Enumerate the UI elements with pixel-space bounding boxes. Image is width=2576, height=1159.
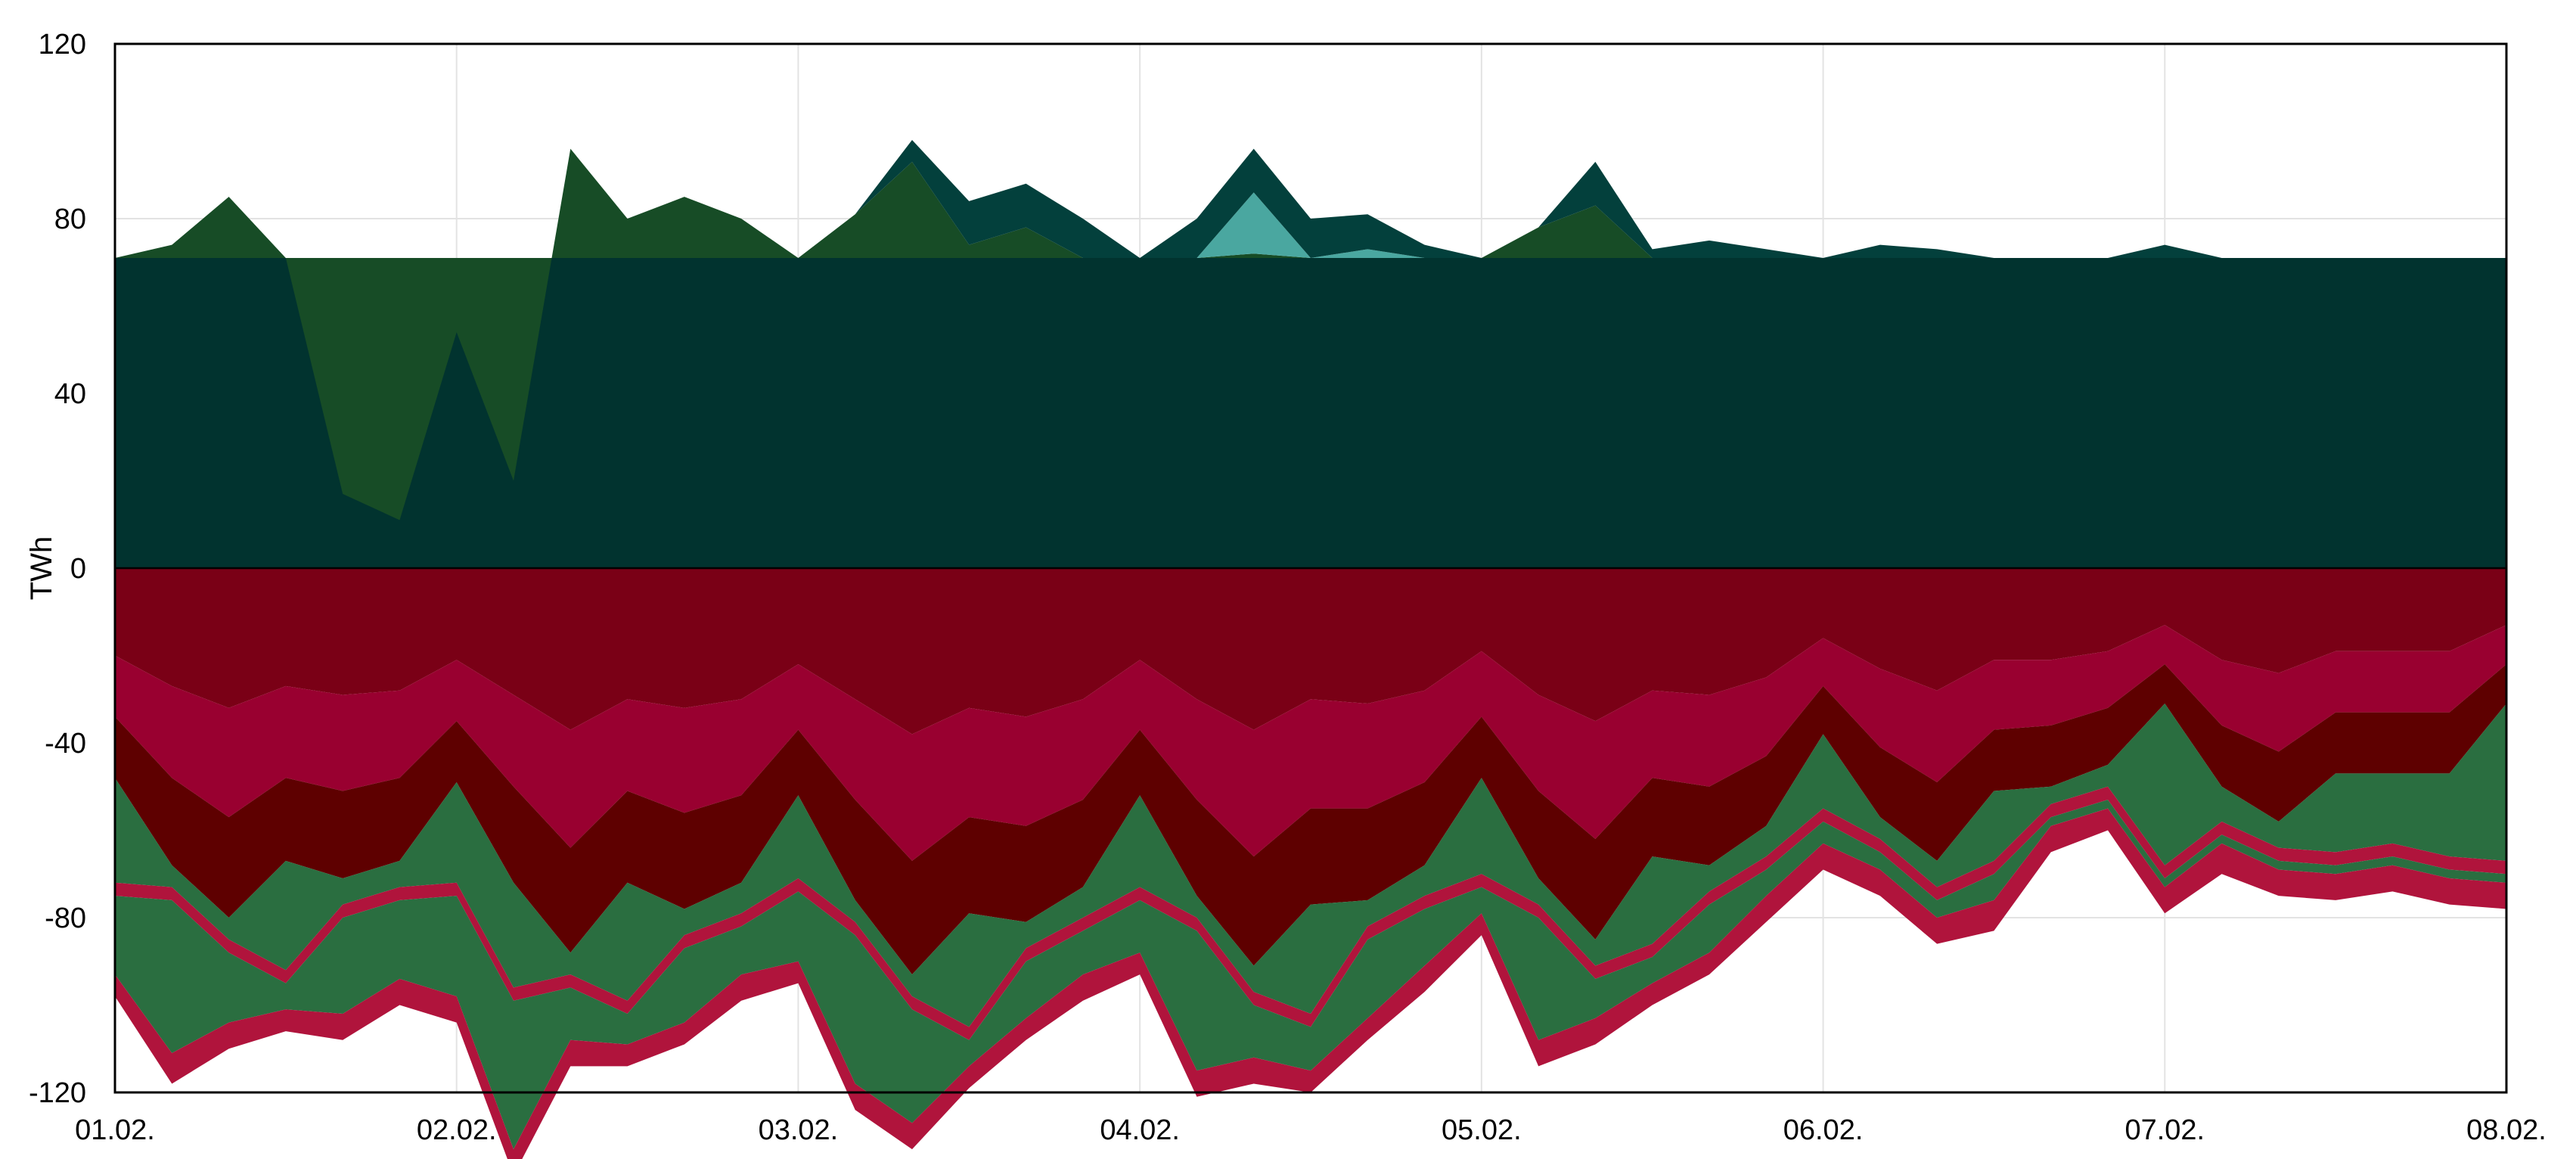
x-tick-label-7: 08.02. <box>2466 1114 2547 1146</box>
y-tick-label-4: 40 <box>54 378 86 410</box>
x-tick-labels: 01.02. 02.02. 03.02. 04.02. 05.02. 06.02. 07.0… <box>75 1114 2547 1146</box>
x-tick-label-5: 06.02. <box>1783 1114 1864 1146</box>
y-tick-label-3: 0 <box>70 553 86 585</box>
negative-series-area-2 <box>115 625 2506 861</box>
negative-series-area-6 <box>115 800 2506 1150</box>
x-tick-label-1: 02.02. <box>417 1114 497 1146</box>
negative-series-area-3 <box>115 664 2506 975</box>
positive-series-area-1 <box>115 257 2506 568</box>
negative-series-area-1 <box>115 568 2506 735</box>
x-tick-label-2: 03.02. <box>759 1114 839 1146</box>
x-tick-label-0: 01.02. <box>75 1114 155 1146</box>
x-tick-label-4: 05.02. <box>1442 1114 1522 1146</box>
y-tick-label-5: 80 <box>54 204 86 235</box>
y-tick-label-0: -120 <box>29 1077 86 1109</box>
negative-series-area-7 <box>115 808 2506 1159</box>
chart-areas <box>115 140 2506 1159</box>
y-tick-label-6: 120 <box>39 29 86 61</box>
negative-series-area-4 <box>115 704 2506 1027</box>
x-tick-label-3: 04.02. <box>1100 1114 1180 1146</box>
y-tick-label-1: -80 <box>45 903 86 934</box>
y-axis-title: TWh <box>25 536 58 600</box>
plot-frame <box>113 42 2508 1094</box>
x-tick-label-6: 07.02. <box>2124 1114 2205 1146</box>
positive-series-area-2 <box>115 148 2506 520</box>
y-tick-labels: -120 -80 -40 0 40 80 120 <box>29 29 86 1109</box>
y-tick-label-2: -40 <box>45 728 86 760</box>
